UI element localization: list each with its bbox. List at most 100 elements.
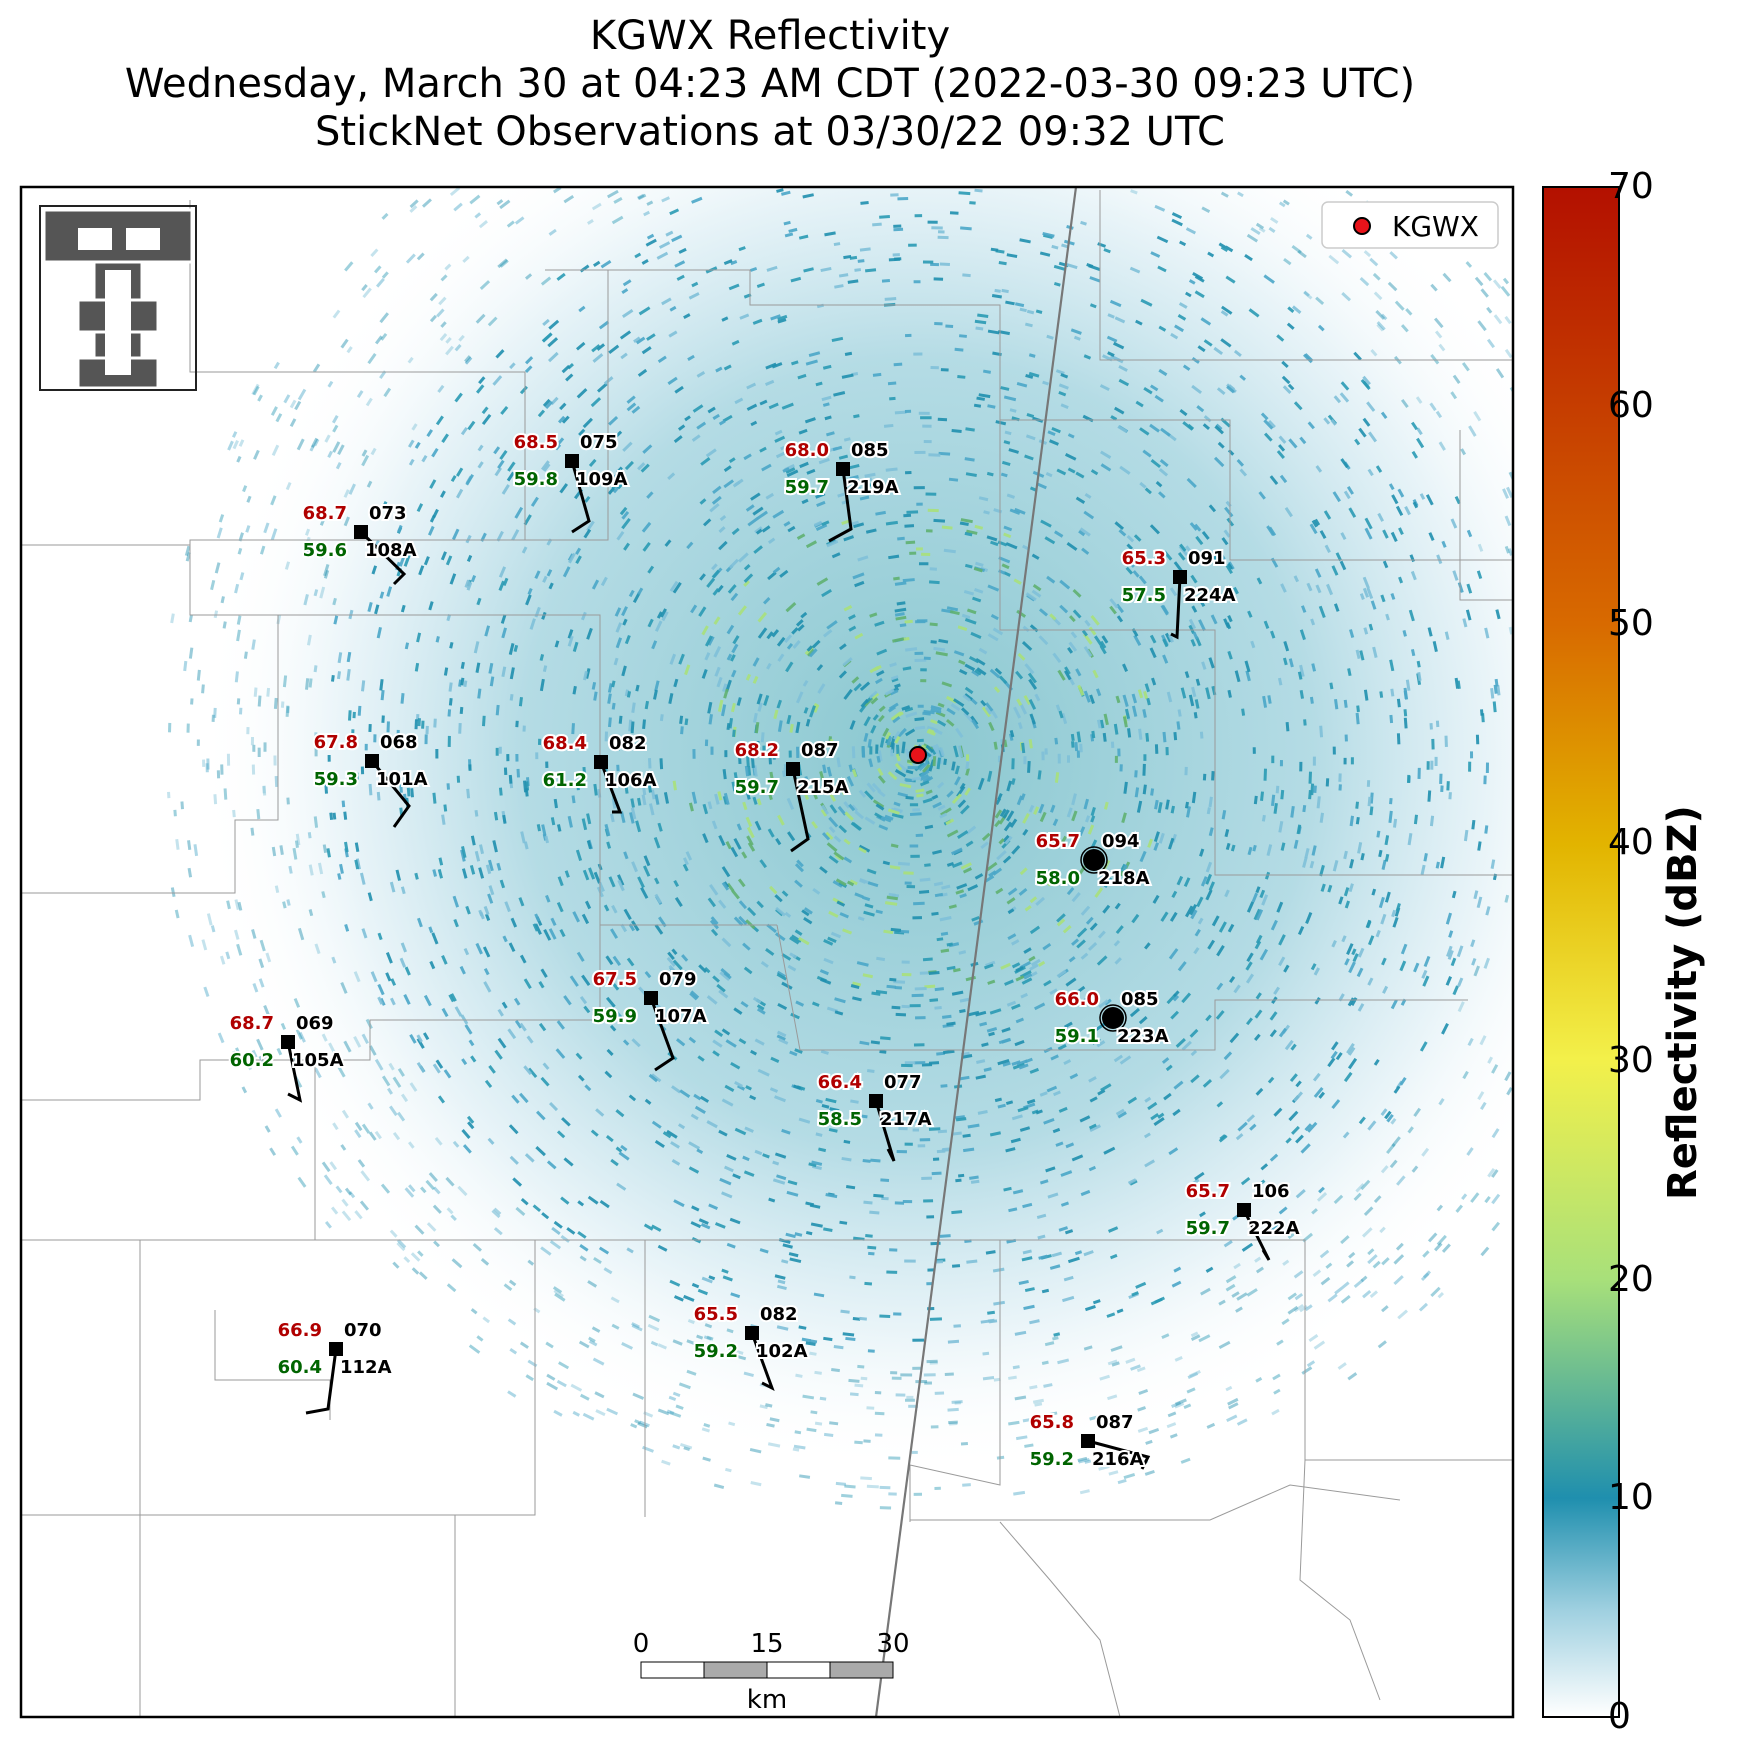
station-id-label: 105A — [292, 1050, 344, 1071]
dewpoint-label: 59.1 — [1055, 1026, 1099, 1047]
dewpoint-label: 60.4 — [278, 1357, 322, 1378]
legend-marker — [1353, 217, 1371, 235]
wind-barb-icon — [286, 1041, 303, 1103]
scale-bar: 0 15 30 km — [633, 1629, 910, 1715]
wind-barb-icon — [1170, 576, 1182, 640]
dewpoint-label: 59.2 — [694, 1341, 738, 1362]
temperature-label: 66.0 — [1055, 989, 1099, 1010]
station-id-label: 107A — [655, 1006, 707, 1027]
wind-barb-icon — [1242, 1209, 1271, 1261]
temperature-label: 65.5 — [694, 1304, 738, 1325]
title-time: Wednesday, March 30 at 04:23 AM CDT (202… — [124, 61, 1416, 107]
colorbar-tick-0: 0 — [1608, 1696, 1631, 1737]
station-109A[interactable]: 68.5 075 59.8 109A — [512, 430, 630, 534]
wind-direction-label: 075 — [580, 432, 618, 453]
station-marker — [745, 1326, 759, 1340]
wind-direction-label: 073 — [369, 503, 407, 524]
station-101A[interactable]: 67.8 068 59.3 101A — [312, 730, 430, 828]
temperature-label: 68.7 — [230, 1013, 274, 1034]
colorbar-tick-40: 40 — [1608, 822, 1654, 863]
station-id-label: 222A — [1248, 1218, 1300, 1239]
station-216A[interactable]: 65.8 087 59.2 216A — [1028, 1410, 1151, 1472]
station-223A[interactable]: 66.0 085 59.1 223A — [1053, 987, 1171, 1049]
station-marker — [786, 762, 800, 776]
wind-direction-label: 082 — [760, 1304, 798, 1325]
station-224A[interactable]: 65.3 091 57.5 224A — [1120, 546, 1238, 640]
temperature-label: 65.3 — [1122, 548, 1166, 569]
scalebar-tick-30: 30 — [876, 1629, 909, 1659]
calm-wind-icon — [1083, 849, 1105, 871]
station-marker — [329, 1342, 343, 1356]
stations-layer: 68.5 075 59.8 109A 68.0 085 59.7 219A 68.7 073 59.… — [228, 430, 1302, 1472]
colorbar-tick-70: 70 — [1608, 166, 1654, 207]
station-105A[interactable]: 68.7 069 60.2 105A — [228, 1011, 346, 1103]
wind-direction-label: 094 — [1102, 831, 1140, 852]
colorbar-label: Reflectivity (dBZ) — [1660, 805, 1706, 1200]
dewpoint-label: 58.0 — [1036, 868, 1080, 889]
wind-barb-icon — [790, 768, 810, 853]
temperature-label: 68.4 — [543, 733, 587, 754]
station-222A[interactable]: 65.7 106 59.7 222A — [1184, 1179, 1302, 1261]
station-marker — [281, 1035, 295, 1049]
station-108A[interactable]: 68.7 073 59.6 108A — [301, 501, 419, 586]
dewpoint-label: 57.5 — [1122, 585, 1166, 606]
wind-barb-icon — [1087, 1439, 1151, 1470]
temperature-label: 66.4 — [818, 1072, 862, 1093]
wind-barb-icon — [305, 1348, 338, 1415]
station-id-label: 219A — [847, 477, 899, 498]
colorbar-tick-60: 60 — [1608, 385, 1654, 426]
wind-direction-label: 087 — [1096, 1412, 1134, 1433]
calm-wind-icon — [1102, 1007, 1124, 1029]
dewpoint-label: 59.2 — [1030, 1449, 1074, 1470]
wind-direction-label: 070 — [344, 1320, 382, 1341]
scalebar-tick-0: 0 — [633, 1629, 650, 1659]
wind-direction-label: 106 — [1252, 1181, 1290, 1202]
dewpoint-label: 59.6 — [303, 540, 347, 561]
station-id-label: 101A — [376, 769, 428, 790]
station-marker — [1081, 1434, 1095, 1448]
wind-direction-label: 087 — [801, 740, 839, 761]
wind-direction-label: 069 — [296, 1013, 334, 1034]
station-marker — [1237, 1203, 1251, 1217]
wind-direction-label: 079 — [659, 969, 697, 990]
station-102A[interactable]: 65.5 082 59.2 102A — [692, 1302, 810, 1392]
legend-label: KGWX — [1392, 210, 1479, 243]
colorbar-tick-30: 30 — [1608, 1040, 1654, 1081]
station-219A[interactable]: 68.0 085 59.7 219A — [783, 438, 901, 543]
temperature-label: 67.8 — [314, 732, 358, 753]
temperature-label: 68.7 — [303, 503, 347, 524]
wind-barb-icon — [874, 1100, 896, 1162]
temperature-label: 65.7 — [1036, 831, 1080, 852]
wind-barb-icon — [599, 761, 623, 814]
station-marker — [1173, 570, 1187, 584]
map-legend: KGWX — [1321, 201, 1499, 249]
temperature-label: 68.2 — [735, 740, 779, 761]
station-id-label: 108A — [365, 540, 417, 561]
station-215A[interactable]: 68.2 087 59.7 215A — [733, 738, 851, 853]
wind-barb-icon — [370, 760, 411, 828]
station-id-label: 223A — [1117, 1026, 1169, 1047]
wind-barb-icon — [828, 468, 853, 543]
station-218A[interactable]: 65.7 094 58.0 218A — [1034, 829, 1152, 891]
dewpoint-label: 58.5 — [818, 1109, 862, 1130]
wind-barb-icon — [750, 1332, 775, 1392]
wind-barb-icon — [570, 460, 591, 534]
dewpoint-label: 59.8 — [514, 469, 558, 490]
station-112A[interactable]: 66.9 070 60.4 112A — [276, 1318, 394, 1415]
temperature-label: 66.9 — [278, 1320, 322, 1341]
colorbar-tick-10: 10 — [1608, 1477, 1654, 1518]
station-marker — [354, 525, 368, 539]
texas-tech-double-t-logo — [39, 205, 197, 391]
calm-ring — [1080, 846, 1108, 874]
title-radar: KGWX Reflectivity — [589, 13, 951, 59]
station-107A[interactable]: 67.5 079 59.9 107A — [591, 967, 709, 1072]
station-106A[interactable]: 68.4 082 61.2 106A — [541, 731, 659, 814]
wind-direction-label: 085 — [851, 440, 889, 461]
dewpoint-label: 61.2 — [543, 770, 587, 791]
station-217A[interactable]: 66.4 077 58.5 217A — [816, 1070, 934, 1162]
dewpoint-label: 60.2 — [230, 1050, 274, 1071]
station-marker — [594, 755, 608, 769]
station-id-label: 102A — [756, 1341, 808, 1362]
station-id-label: 216A — [1092, 1449, 1144, 1470]
